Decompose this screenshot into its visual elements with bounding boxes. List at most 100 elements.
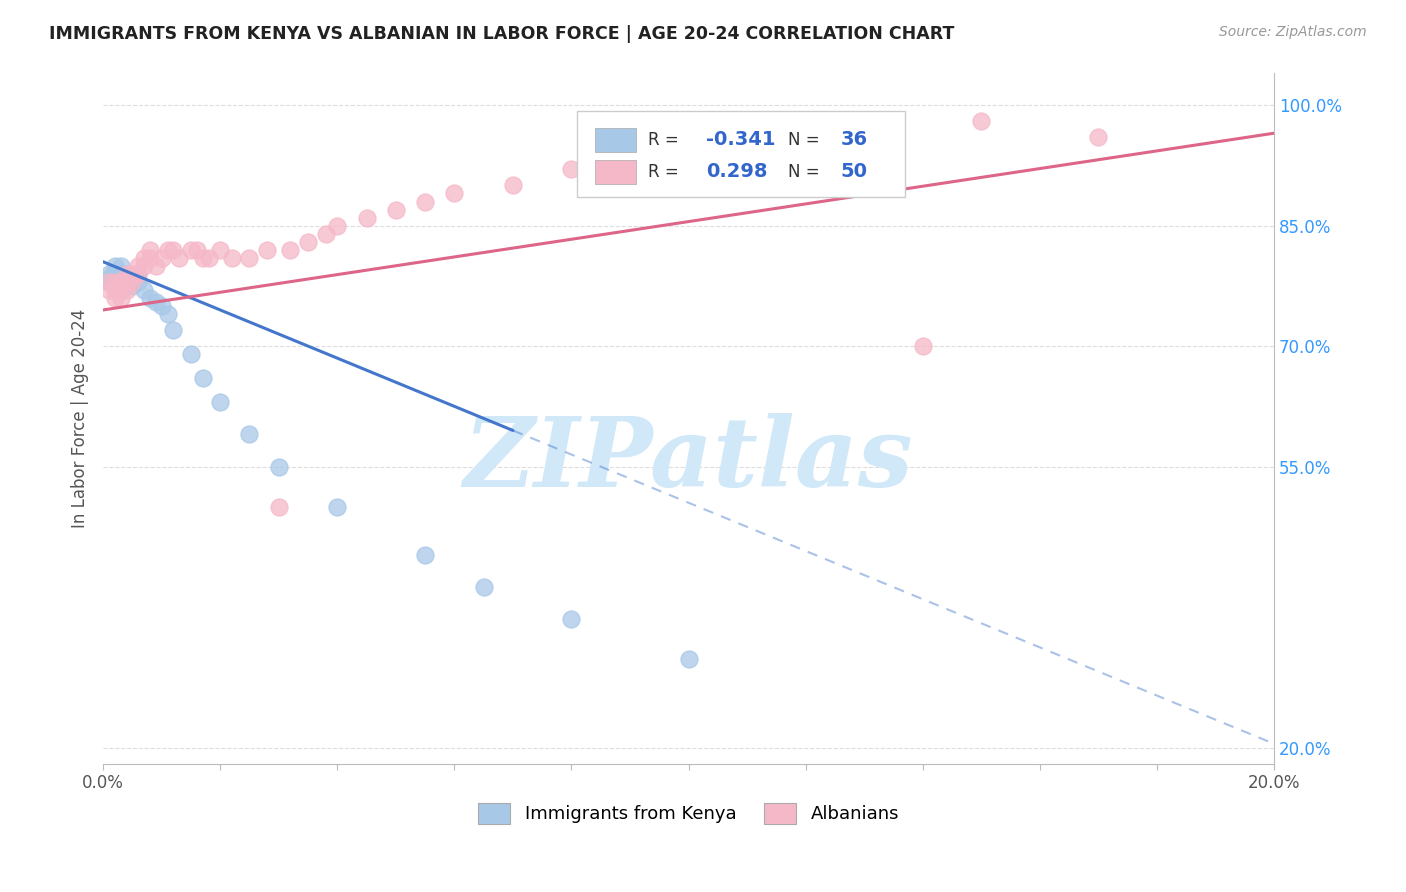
Point bbox=[127, 267, 149, 281]
Point bbox=[110, 270, 132, 285]
Point bbox=[127, 267, 149, 281]
Point bbox=[678, 138, 700, 153]
Point bbox=[413, 194, 436, 209]
Y-axis label: In Labor Force | Age 20-24: In Labor Force | Age 20-24 bbox=[72, 309, 89, 528]
Point bbox=[121, 270, 143, 285]
FancyBboxPatch shape bbox=[578, 111, 905, 197]
Point bbox=[98, 275, 121, 289]
Point bbox=[104, 267, 127, 281]
Point bbox=[678, 652, 700, 666]
Point bbox=[150, 251, 173, 265]
Point bbox=[911, 339, 934, 353]
Point bbox=[280, 243, 302, 257]
Text: IMMIGRANTS FROM KENYA VS ALBANIAN IN LABOR FORCE | AGE 20-24 CORRELATION CHART: IMMIGRANTS FROM KENYA VS ALBANIAN IN LAB… bbox=[49, 25, 955, 43]
Point bbox=[121, 275, 143, 289]
Point bbox=[413, 548, 436, 562]
Legend: Immigrants from Kenya, Albanians: Immigrants from Kenya, Albanians bbox=[478, 803, 898, 824]
Point bbox=[156, 243, 179, 257]
Text: 36: 36 bbox=[841, 130, 868, 149]
Point bbox=[315, 227, 337, 241]
Point bbox=[145, 294, 167, 309]
Point bbox=[145, 259, 167, 273]
Point bbox=[139, 251, 162, 265]
Point bbox=[98, 275, 121, 289]
Point bbox=[191, 371, 214, 385]
Point bbox=[115, 275, 138, 289]
Point bbox=[121, 275, 143, 289]
Point bbox=[104, 259, 127, 273]
Point bbox=[560, 162, 582, 177]
Point bbox=[115, 283, 138, 297]
Point bbox=[197, 251, 219, 265]
Point bbox=[256, 243, 278, 257]
Point bbox=[167, 251, 190, 265]
Point bbox=[221, 251, 243, 265]
Point bbox=[110, 267, 132, 281]
Point bbox=[267, 459, 290, 474]
Point bbox=[104, 283, 127, 297]
Point bbox=[104, 278, 127, 293]
Point bbox=[560, 612, 582, 626]
Point bbox=[139, 291, 162, 305]
Point bbox=[267, 500, 290, 514]
Point bbox=[619, 154, 641, 169]
Point bbox=[186, 243, 208, 257]
Text: R =: R = bbox=[648, 162, 689, 181]
Point bbox=[98, 267, 121, 281]
Point bbox=[115, 267, 138, 281]
Point bbox=[104, 291, 127, 305]
Point bbox=[162, 243, 184, 257]
Point bbox=[326, 219, 349, 233]
Point bbox=[98, 270, 121, 285]
Text: -0.341: -0.341 bbox=[706, 130, 776, 149]
Text: ZIPatlas: ZIPatlas bbox=[464, 413, 914, 507]
Point bbox=[132, 283, 155, 297]
Point bbox=[162, 323, 184, 337]
Point bbox=[970, 114, 993, 128]
Point bbox=[209, 243, 232, 257]
Text: R =: R = bbox=[648, 131, 683, 149]
Text: 50: 50 bbox=[841, 162, 868, 181]
FancyBboxPatch shape bbox=[595, 128, 636, 153]
Text: Source: ZipAtlas.com: Source: ZipAtlas.com bbox=[1219, 25, 1367, 39]
Point bbox=[110, 291, 132, 305]
Text: 0.298: 0.298 bbox=[706, 162, 768, 181]
Text: N =: N = bbox=[787, 131, 825, 149]
Point bbox=[180, 243, 202, 257]
Point bbox=[385, 202, 408, 217]
Point bbox=[502, 178, 524, 193]
Point bbox=[127, 275, 149, 289]
Point bbox=[1087, 130, 1109, 145]
Point bbox=[115, 270, 138, 285]
Point bbox=[180, 347, 202, 361]
Point bbox=[735, 130, 758, 145]
Point bbox=[326, 500, 349, 514]
Point bbox=[115, 267, 138, 281]
Point bbox=[115, 275, 138, 289]
Point bbox=[127, 259, 149, 273]
Point bbox=[139, 243, 162, 257]
Point bbox=[110, 275, 132, 289]
Point bbox=[132, 259, 155, 273]
Point bbox=[104, 270, 127, 285]
Point bbox=[191, 251, 214, 265]
Point bbox=[209, 395, 232, 409]
Point bbox=[115, 278, 138, 293]
Text: N =: N = bbox=[787, 162, 825, 181]
Point bbox=[121, 278, 143, 293]
Point bbox=[150, 299, 173, 313]
Point bbox=[104, 275, 127, 289]
Point bbox=[238, 427, 260, 442]
Point bbox=[110, 283, 132, 297]
Point bbox=[472, 580, 495, 594]
Point bbox=[356, 211, 378, 225]
Point bbox=[110, 259, 132, 273]
Point bbox=[853, 122, 876, 136]
Point bbox=[121, 267, 143, 281]
Point bbox=[238, 251, 260, 265]
FancyBboxPatch shape bbox=[595, 160, 636, 184]
Point bbox=[132, 251, 155, 265]
Point bbox=[110, 275, 132, 289]
Point bbox=[443, 186, 465, 201]
Point bbox=[297, 235, 319, 249]
